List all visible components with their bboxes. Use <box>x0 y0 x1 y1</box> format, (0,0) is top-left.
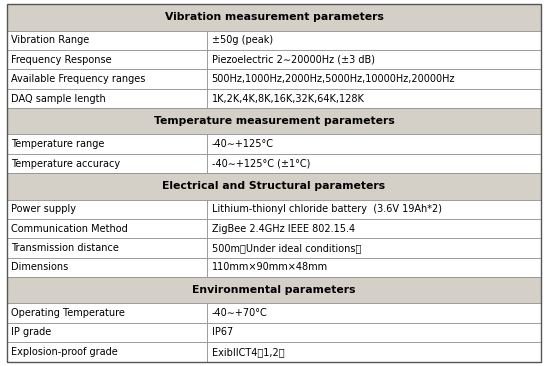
Bar <box>207 134 541 154</box>
Bar <box>7 277 541 303</box>
Text: Transmission distance: Transmission distance <box>11 243 119 253</box>
Text: Power supply: Power supply <box>11 204 76 214</box>
Text: IP67: IP67 <box>212 328 233 337</box>
Bar <box>7 238 207 258</box>
Text: Environmental parameters: Environmental parameters <box>192 285 356 295</box>
Bar <box>7 258 207 277</box>
Text: -40∼+125°C (±1°C): -40∼+125°C (±1°C) <box>212 158 310 169</box>
Bar <box>207 238 541 258</box>
Text: 500Hz,1000Hz,2000Hz,5000Hz,10000Hz,20000Hz: 500Hz,1000Hz,2000Hz,5000Hz,10000Hz,20000… <box>212 74 455 84</box>
Bar <box>207 89 541 108</box>
Text: Explosion-proof grade: Explosion-proof grade <box>11 347 118 357</box>
Bar <box>207 31 541 50</box>
Bar <box>7 134 207 154</box>
Bar <box>7 4 541 31</box>
Bar <box>207 199 541 219</box>
Bar <box>7 70 207 89</box>
Text: Operating Temperature: Operating Temperature <box>11 308 125 318</box>
Bar <box>7 199 207 219</box>
Bar <box>207 70 541 89</box>
Bar <box>7 303 207 323</box>
Bar <box>7 323 207 342</box>
Text: Lithium-thionyl chloride battery  (3.6V 19Ah*2): Lithium-thionyl chloride battery (3.6V 1… <box>212 204 442 214</box>
Text: -40∼+125°C: -40∼+125°C <box>212 139 273 149</box>
Text: Temperature accuracy: Temperature accuracy <box>11 158 120 169</box>
Bar <box>7 108 541 134</box>
Text: ZigBee 2.4GHz IEEE 802.15.4: ZigBee 2.4GHz IEEE 802.15.4 <box>212 224 355 234</box>
Bar <box>207 323 541 342</box>
Bar <box>7 31 207 50</box>
Text: Temperature range: Temperature range <box>11 139 104 149</box>
Bar <box>7 154 207 173</box>
Bar <box>207 154 541 173</box>
Bar <box>7 50 207 70</box>
Text: 500m（Under ideal conditions）: 500m（Under ideal conditions） <box>212 243 361 253</box>
Text: Dimensions: Dimensions <box>11 262 68 272</box>
Bar <box>207 342 541 362</box>
Bar <box>7 173 541 199</box>
Bar <box>207 303 541 323</box>
Text: Piezoelectric 2∼20000Hz (±3 dB): Piezoelectric 2∼20000Hz (±3 dB) <box>212 55 374 65</box>
Text: Communication Method: Communication Method <box>11 224 128 234</box>
Text: IP grade: IP grade <box>11 328 51 337</box>
Bar <box>207 50 541 70</box>
Bar <box>7 342 207 362</box>
Text: ExibIICT4（1,2）: ExibIICT4（1,2） <box>212 347 284 357</box>
Text: Electrical and Structural parameters: Electrical and Structural parameters <box>162 182 386 191</box>
Text: Vibration measurement parameters: Vibration measurement parameters <box>164 12 384 22</box>
Text: Available Frequency ranges: Available Frequency ranges <box>11 74 145 84</box>
Text: ±50g (peak): ±50g (peak) <box>212 35 273 45</box>
Text: Vibration Range: Vibration Range <box>11 35 89 45</box>
Bar <box>207 219 541 238</box>
Text: -40∼+70°C: -40∼+70°C <box>212 308 267 318</box>
Text: Temperature measurement parameters: Temperature measurement parameters <box>153 116 395 126</box>
Text: 110mm×90mm×48mm: 110mm×90mm×48mm <box>212 262 328 272</box>
Bar <box>7 89 207 108</box>
Bar <box>7 219 207 238</box>
Text: Frequency Response: Frequency Response <box>11 55 112 65</box>
Text: DAQ sample length: DAQ sample length <box>11 94 106 104</box>
Bar <box>207 258 541 277</box>
Text: 1K,2K,4K,8K,16K,32K,64K,128K: 1K,2K,4K,8K,16K,32K,64K,128K <box>212 94 364 104</box>
